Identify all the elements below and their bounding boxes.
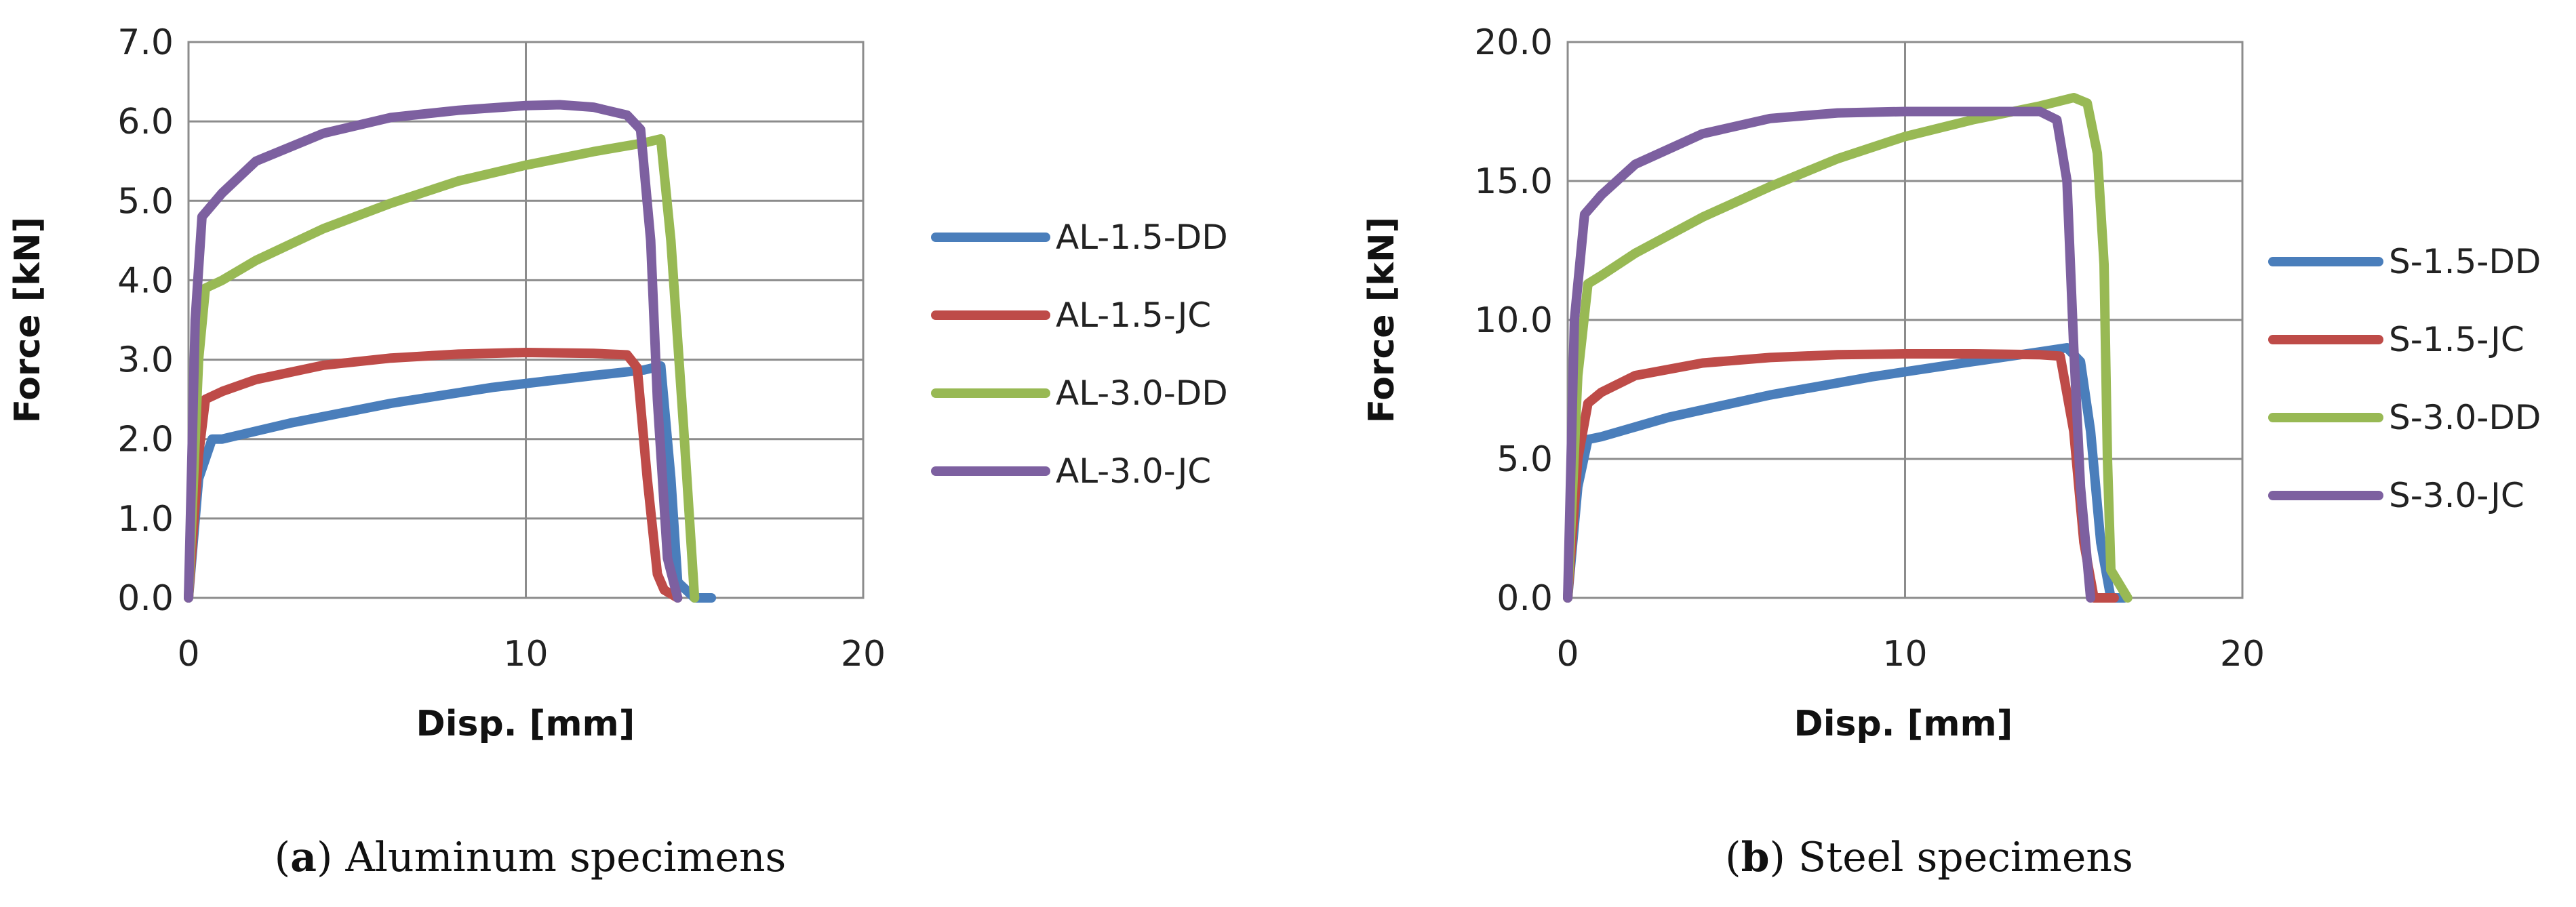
legend-label-al-1.5-dd: AL-1.5-DD (1056, 218, 1228, 257)
legend-label-s-3.0-jc: S-3.0-JC (2389, 476, 2524, 515)
y-tick-label: 6.0 (117, 102, 174, 142)
y-tick-label: 5.0 (1497, 439, 1553, 480)
series-line-s-1.5-dd (1563, 343, 2129, 603)
caption-paren-open: ( (1725, 834, 1741, 881)
y-tick-label: 0.0 (1497, 578, 1553, 619)
legend-label-s-1.5-jc: S-1.5-JC (2389, 320, 2524, 359)
x-axis-title: Disp. [mm] (416, 704, 635, 744)
aluminum-chart: 0.0 1.0 2.0 3.0 4.0 5.0 6.0 7.0 0 10 20 Disp. [mm] F… (7, 22, 1228, 881)
steel-chart: 0.0 5.0 10.0 15.0 20.0 0 10 20 Disp. [mm] Force [… (1362, 22, 2541, 881)
y-tick-label: 4.0 (117, 260, 174, 301)
y-axis-title: Force [kN] (7, 217, 48, 424)
caption-text: Aluminum specimens (344, 834, 786, 881)
caption-letter: a (290, 834, 317, 881)
x-tick-label: 0 (177, 634, 199, 674)
x-tick-label: 0 (1556, 634, 1579, 674)
series-line-s-3.0-jc (1563, 106, 2096, 603)
caption-steel: (b) Steel specimens (1725, 834, 2133, 881)
legend-label-al-3.0-dd: AL-3.0-DD (1056, 374, 1228, 413)
x-tick-label: 20 (2220, 634, 2265, 674)
y-tick-label: 5.0 (117, 181, 174, 222)
y-tick-label: 20.0 (1474, 22, 1553, 63)
caption-paren-close: ) (317, 834, 345, 881)
series-line-al-3.0-dd (184, 134, 700, 603)
y-tick-label: 3.0 (117, 340, 174, 381)
series-line-al-1.5-dd (184, 361, 717, 603)
y-tick-label: 7.0 (117, 22, 174, 63)
y-tick-label: 0.0 (117, 578, 174, 619)
series-line-al-3.0-jc (184, 100, 683, 603)
legend-label-s-3.0-dd: S-3.0-DD (2389, 398, 2541, 437)
legend-label-s-1.5-dd: S-1.5-DD (2389, 242, 2541, 281)
y-axis-title: Force [kN] (1362, 217, 1402, 424)
x-tick-label: 10 (1882, 634, 1927, 674)
legend-label-al-3.0-jc: AL-3.0-JC (1056, 451, 1211, 491)
y-tick-label: 10.0 (1474, 300, 1553, 341)
y-tick-label: 1.0 (117, 499, 174, 540)
x-tick-label: 10 (503, 634, 548, 674)
x-axis-title: Disp. [mm] (1794, 704, 2013, 744)
y-tick-label: 2.0 (117, 420, 174, 460)
caption-paren-open: ( (275, 834, 290, 881)
y-tick-label: 15.0 (1474, 161, 1553, 202)
caption-letter: b (1741, 834, 1770, 881)
series-line-al-1.5-jc (184, 348, 683, 603)
series-line-s-3.0-dd (1563, 93, 2133, 603)
caption-al: (a) Aluminum specimens (275, 834, 787, 881)
caption-text: Steel specimens (1798, 834, 2133, 881)
legend-label-al-1.5-jc: AL-1.5-JC (1056, 296, 1211, 335)
x-tick-label: 20 (841, 634, 886, 674)
caption-paren-close: ) (1770, 834, 1798, 881)
